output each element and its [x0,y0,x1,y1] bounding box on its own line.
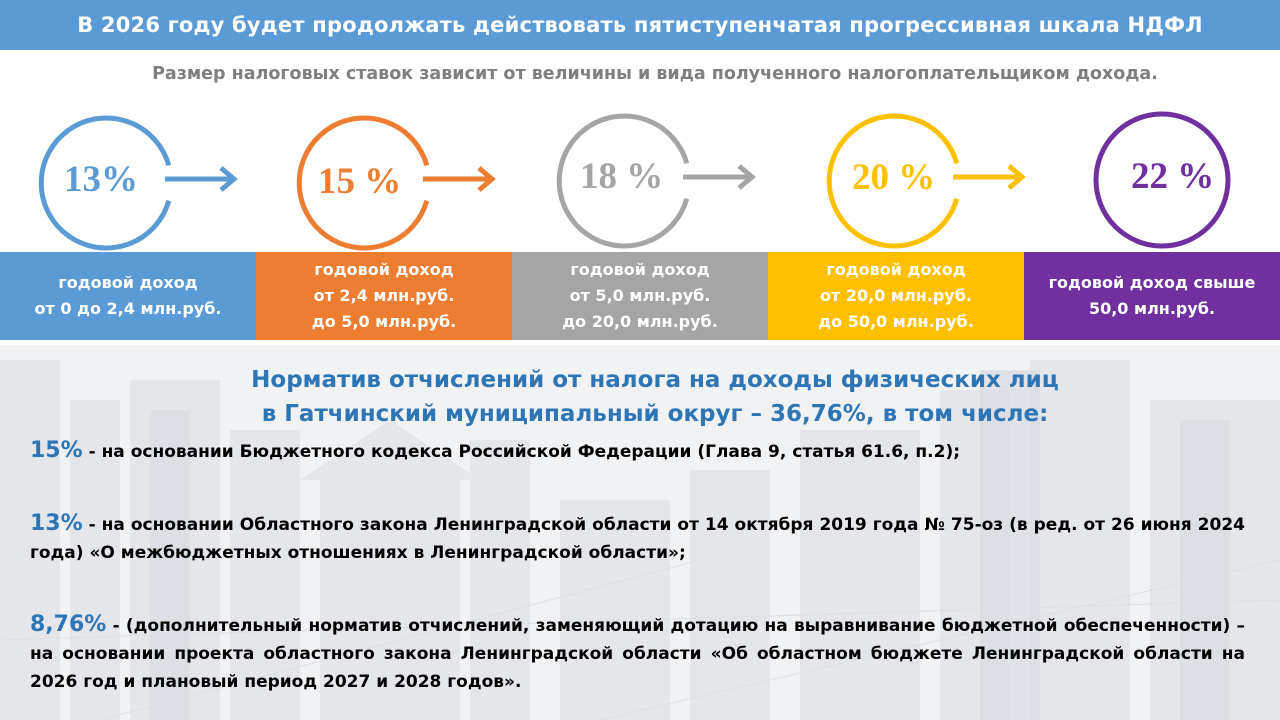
bracket-line: годовой доход [58,273,198,292]
norm-item: 13% - на основании Областного закона Лен… [30,510,1245,567]
norm-item: 15% - на основании Бюджетного кодекса Ро… [30,437,1245,466]
norm-item-percent: 15% [30,438,83,463]
norm-item-percent: 8,76% [30,612,107,637]
norm-item-text: - (дополнительный норматив отчислений, з… [30,616,1245,692]
bracket-line: годовой доход [314,260,454,279]
bracket-line: 50,0 млн.руб. [1088,299,1216,318]
circle-arrow-icon [38,115,238,251]
bracket-18: годовой доход от 5,0 млн.руб. до 20,0 мл… [512,252,768,340]
rate-value: 15 % [318,161,402,202]
bracket-line: до 5,0 млн.руб. [311,312,457,331]
norm-item-percent: 13% [30,511,83,536]
bracket-22: годовой доход свыше 50,0 млн.руб. [1024,252,1280,340]
rate-value: 20 % [852,157,936,198]
rate-22: 22 % [1087,107,1237,257]
bracket-line: годовой доход [570,260,710,279]
rate-13: 13% [28,112,243,252]
rate-20: 20 % [816,110,1031,250]
bracket-13: годовой доход от 0 до 2,4 млн.руб. [0,252,256,340]
bracket-line: от 5,0 млн.руб. [569,286,711,305]
rate-value: 22 % [1131,156,1215,197]
circle-icon [1093,111,1231,249]
rate-18: 18 % [546,110,761,250]
norm-item-text: - на основании Бюджетного кодекса Россий… [82,442,961,462]
bracket-line: от 2,4 млн.руб. [313,286,455,305]
bracket-line: годовой доход [826,260,966,279]
bracket-line: от 0 до 2,4 млн.руб. [34,299,222,318]
norm-title-line1: Норматив отчислений от налога на доходы … [251,367,1059,393]
norm-title-line2: в Гатчинский муниципальный округ – 36,76… [261,401,1049,427]
circle-arrow-icon [296,115,496,251]
subtitle: Размер налоговых ставок зависит от велич… [152,64,1158,84]
bracket-line: до 50,0 млн.руб. [818,312,974,331]
bracket-line: до 20,0 млн.руб. [562,312,718,331]
norm-item-text: - на основании Областного закона Ленингр… [30,515,1245,563]
norm-item: 8,76% - (дополнительный норматив отчисле… [30,611,1245,696]
rate-value: 18 % [580,156,664,197]
bracket-line: годовой доход свыше [1048,273,1256,292]
header-title: В 2026 году будет продолжать действовать… [0,0,1280,50]
bracket-line: от 20,0 млн.руб. [820,286,972,305]
rate-15: 15 % [286,112,501,252]
circle-arrow-icon [826,113,1026,249]
rate-value: 13% [64,159,138,200]
circle-arrow-icon [556,113,756,249]
bracket-15: годовой доход от 2,4 млн.руб. до 5,0 млн… [256,252,512,340]
bracket-20: годовой доход от 20,0 млн.руб. до 50,0 м… [768,252,1024,340]
